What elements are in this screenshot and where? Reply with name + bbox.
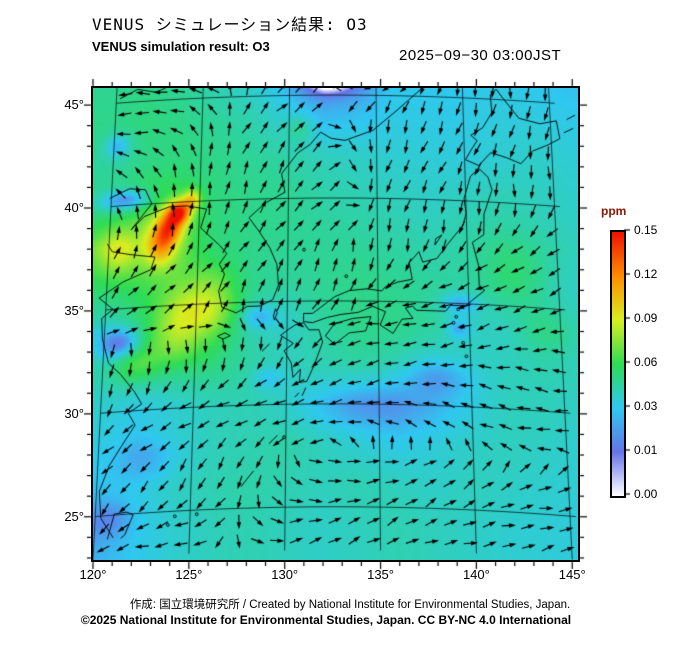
license-line: ©2025 National Institute for Environment… xyxy=(80,613,572,627)
map-frame xyxy=(91,86,580,562)
y-tick-label: 40° xyxy=(64,200,84,215)
y-tick-label: 35° xyxy=(64,302,84,318)
credit-line: 作成: 国立環境研究所 / Created by National Instit… xyxy=(129,599,571,611)
colorbar-tick-label: 0.00 xyxy=(634,487,658,501)
colorbar-unit-label: ppm xyxy=(601,204,627,218)
colorbar-gradient xyxy=(610,230,626,498)
colorbar-tick-label: 0.01 xyxy=(634,443,658,457)
colorbar-tick-label: 0.09 xyxy=(634,311,658,325)
colorbar-tick-label: 0.15 xyxy=(634,223,658,237)
colorbar-tick-label: 0.06 xyxy=(634,355,658,369)
x-tick-label: 130° xyxy=(271,567,299,582)
x-tick-label: 135° xyxy=(367,567,394,582)
colorbar-tick-label: 0.12 xyxy=(634,267,658,281)
colorbar-tick-label: 0.03 xyxy=(634,399,658,413)
x-tick-label: 120° xyxy=(79,567,107,582)
x-tick-label: 125° xyxy=(175,567,203,582)
x-tick-label: 145° xyxy=(558,567,586,582)
title-japanese: VENUS シミュレーション結果: O3 xyxy=(92,15,368,34)
y-tick-label: 30° xyxy=(64,405,84,421)
x-tick-label: 140° xyxy=(462,567,490,582)
y-tick-label: 45° xyxy=(64,97,84,113)
title-english: VENUS simulation result: O3 xyxy=(92,39,270,54)
y-tick-label: 25° xyxy=(64,508,84,524)
timestamp: 2025−09−30 03:00JST xyxy=(399,47,562,64)
o3-concentration-map xyxy=(93,88,578,560)
